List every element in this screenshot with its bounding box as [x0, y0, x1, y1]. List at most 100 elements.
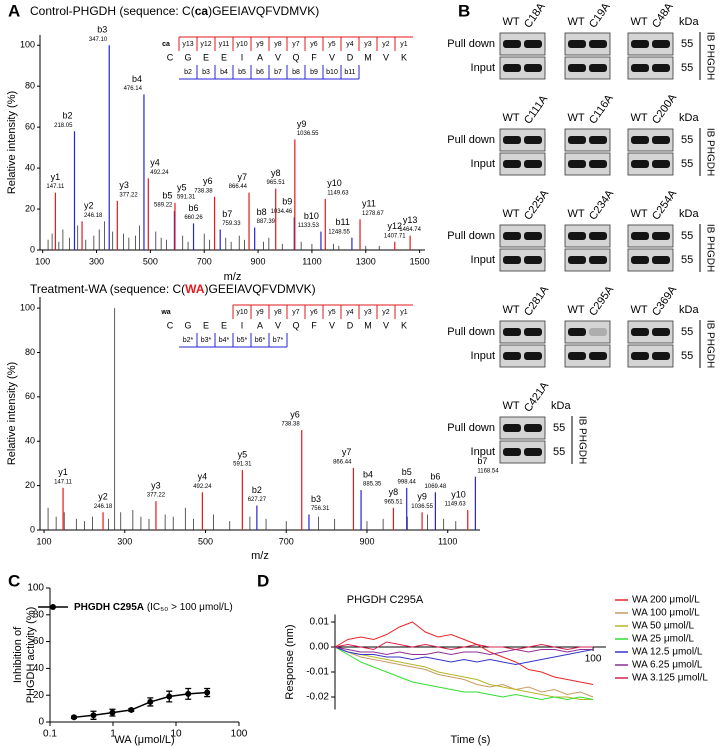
peak-ion-label: y13: [403, 215, 418, 225]
y-tick-label: 60: [25, 122, 35, 132]
panel-letter: B: [458, 1, 470, 20]
marker-label: 55: [681, 38, 693, 50]
b-ion-label: b4: [220, 69, 228, 76]
y-ion-label: y3: [364, 309, 372, 316]
y-ion-label: y11: [219, 41, 230, 48]
x-tick-label: 100: [585, 654, 602, 665]
y-ion-label: y8: [274, 309, 282, 316]
y-tick-label: 20: [25, 203, 35, 213]
blot-band: [568, 136, 586, 144]
lane-label: C111A: [522, 93, 551, 127]
y-ion-label: y2: [382, 309, 390, 316]
x-tick-label: 1100: [302, 256, 321, 266]
y-ion-label: y9: [256, 41, 264, 48]
blot-band: [631, 136, 649, 144]
blot-panel: [627, 128, 674, 152]
blot-band: [652, 352, 670, 360]
lane-label: C281A: [522, 283, 552, 318]
peak-mz-label: 885.35: [363, 482, 382, 488]
residue: K: [401, 52, 407, 62]
blot-band: [503, 352, 521, 360]
blot-panel: [627, 248, 674, 272]
peak-mz-label: 377.22: [119, 192, 138, 198]
peak-ion-label: y6: [290, 410, 300, 420]
series-line: [334, 641, 594, 651]
blot-panel: [499, 416, 546, 440]
kda-label: kDa: [679, 208, 699, 220]
y-axis-label: Relative intensity (%): [6, 91, 18, 194]
blot-band: [631, 40, 649, 48]
blot-band: [568, 352, 586, 360]
peak-ion-label: b9: [282, 197, 292, 207]
y-tick-label: 0.01: [310, 617, 330, 628]
marker-label: 55: [681, 158, 693, 170]
y-ion-label: y5: [328, 41, 336, 48]
b-ion-label: b6*: [255, 337, 266, 344]
row-label: Input: [471, 254, 495, 266]
marker-label: 55: [681, 254, 693, 266]
blot-panel: [564, 248, 611, 272]
peak-ion-label: y11: [362, 199, 376, 209]
panel-letter: C: [8, 571, 20, 590]
blot-panel: [499, 32, 546, 56]
blot-band: [652, 232, 670, 240]
x-axis-label: Time (s): [451, 734, 491, 746]
y-tick-label: 100: [27, 583, 44, 594]
b-ion-label: b3: [202, 69, 210, 76]
title-part: WA: [185, 282, 205, 296]
marker-label: 55: [681, 134, 693, 146]
blot-band: [589, 232, 607, 240]
peak-ion-label: b7: [222, 209, 232, 219]
peak-mz-label: 1069.48: [425, 484, 447, 490]
y-axis-label: PHGDH activity (%): [25, 607, 37, 704]
blot-panel: [499, 128, 546, 152]
blot-band: [524, 40, 542, 48]
x-tick-label: 300: [117, 536, 132, 546]
blot-band: [652, 160, 670, 168]
residue: V: [329, 52, 335, 62]
blot-panel: [627, 32, 674, 56]
peak-mz-label: 589.22: [154, 203, 173, 209]
peak-mz-label: 147.11: [46, 184, 65, 190]
series-line: [334, 646, 594, 701]
peak-ion-label: b4: [363, 469, 373, 479]
peak-mz-label: 377.22: [147, 493, 166, 499]
data-point: [147, 698, 154, 705]
peak-ion-label: y4: [150, 158, 160, 168]
antibody-label: IB PHGDH: [576, 416, 587, 464]
peak-mz-label: 965.51: [384, 499, 403, 505]
b-ion-label: b6: [256, 69, 264, 76]
blot-band: [503, 232, 521, 240]
peak-mz-label: 591.31: [233, 462, 252, 468]
peak-ion-label: b4: [132, 74, 142, 84]
peak-ion-label: b6: [189, 203, 199, 213]
blot-panel: [499, 152, 546, 176]
y-ion-label: y3: [364, 41, 372, 48]
blot-band: [503, 64, 521, 72]
lane-label: WT: [502, 400, 519, 412]
peak-ion-label: y3: [151, 481, 161, 491]
residue: A: [257, 320, 263, 330]
peak-ion-label: y9: [417, 492, 427, 502]
blot-band: [524, 424, 542, 432]
legend-entry: WA 50 μmol/L: [632, 621, 695, 632]
blot-band: [631, 328, 649, 336]
lane-label: WT: [567, 208, 584, 220]
y-ion-label: y1: [400, 309, 408, 316]
residue: F: [311, 320, 317, 330]
title-part: )GEEIAVQFVDMVK): [205, 282, 316, 296]
y-tick-label: 40: [25, 436, 35, 446]
panel-letter: D: [257, 571, 269, 590]
residue: G: [184, 320, 191, 330]
b-ion-label: b7: [274, 69, 282, 76]
blot-band: [524, 448, 542, 456]
title-part: Control-PHGDH (sequence: C(: [30, 4, 195, 18]
row-label: Input: [471, 62, 495, 74]
residue: A: [257, 52, 263, 62]
peak-ion-label: b7: [477, 456, 487, 466]
peak-mz-label: 1407.71: [384, 233, 406, 239]
b-ion-label: b9: [310, 69, 318, 76]
row-label: Pull down: [447, 38, 495, 50]
blot-band: [631, 256, 649, 264]
y-axis-label: Response (nm): [284, 624, 296, 699]
